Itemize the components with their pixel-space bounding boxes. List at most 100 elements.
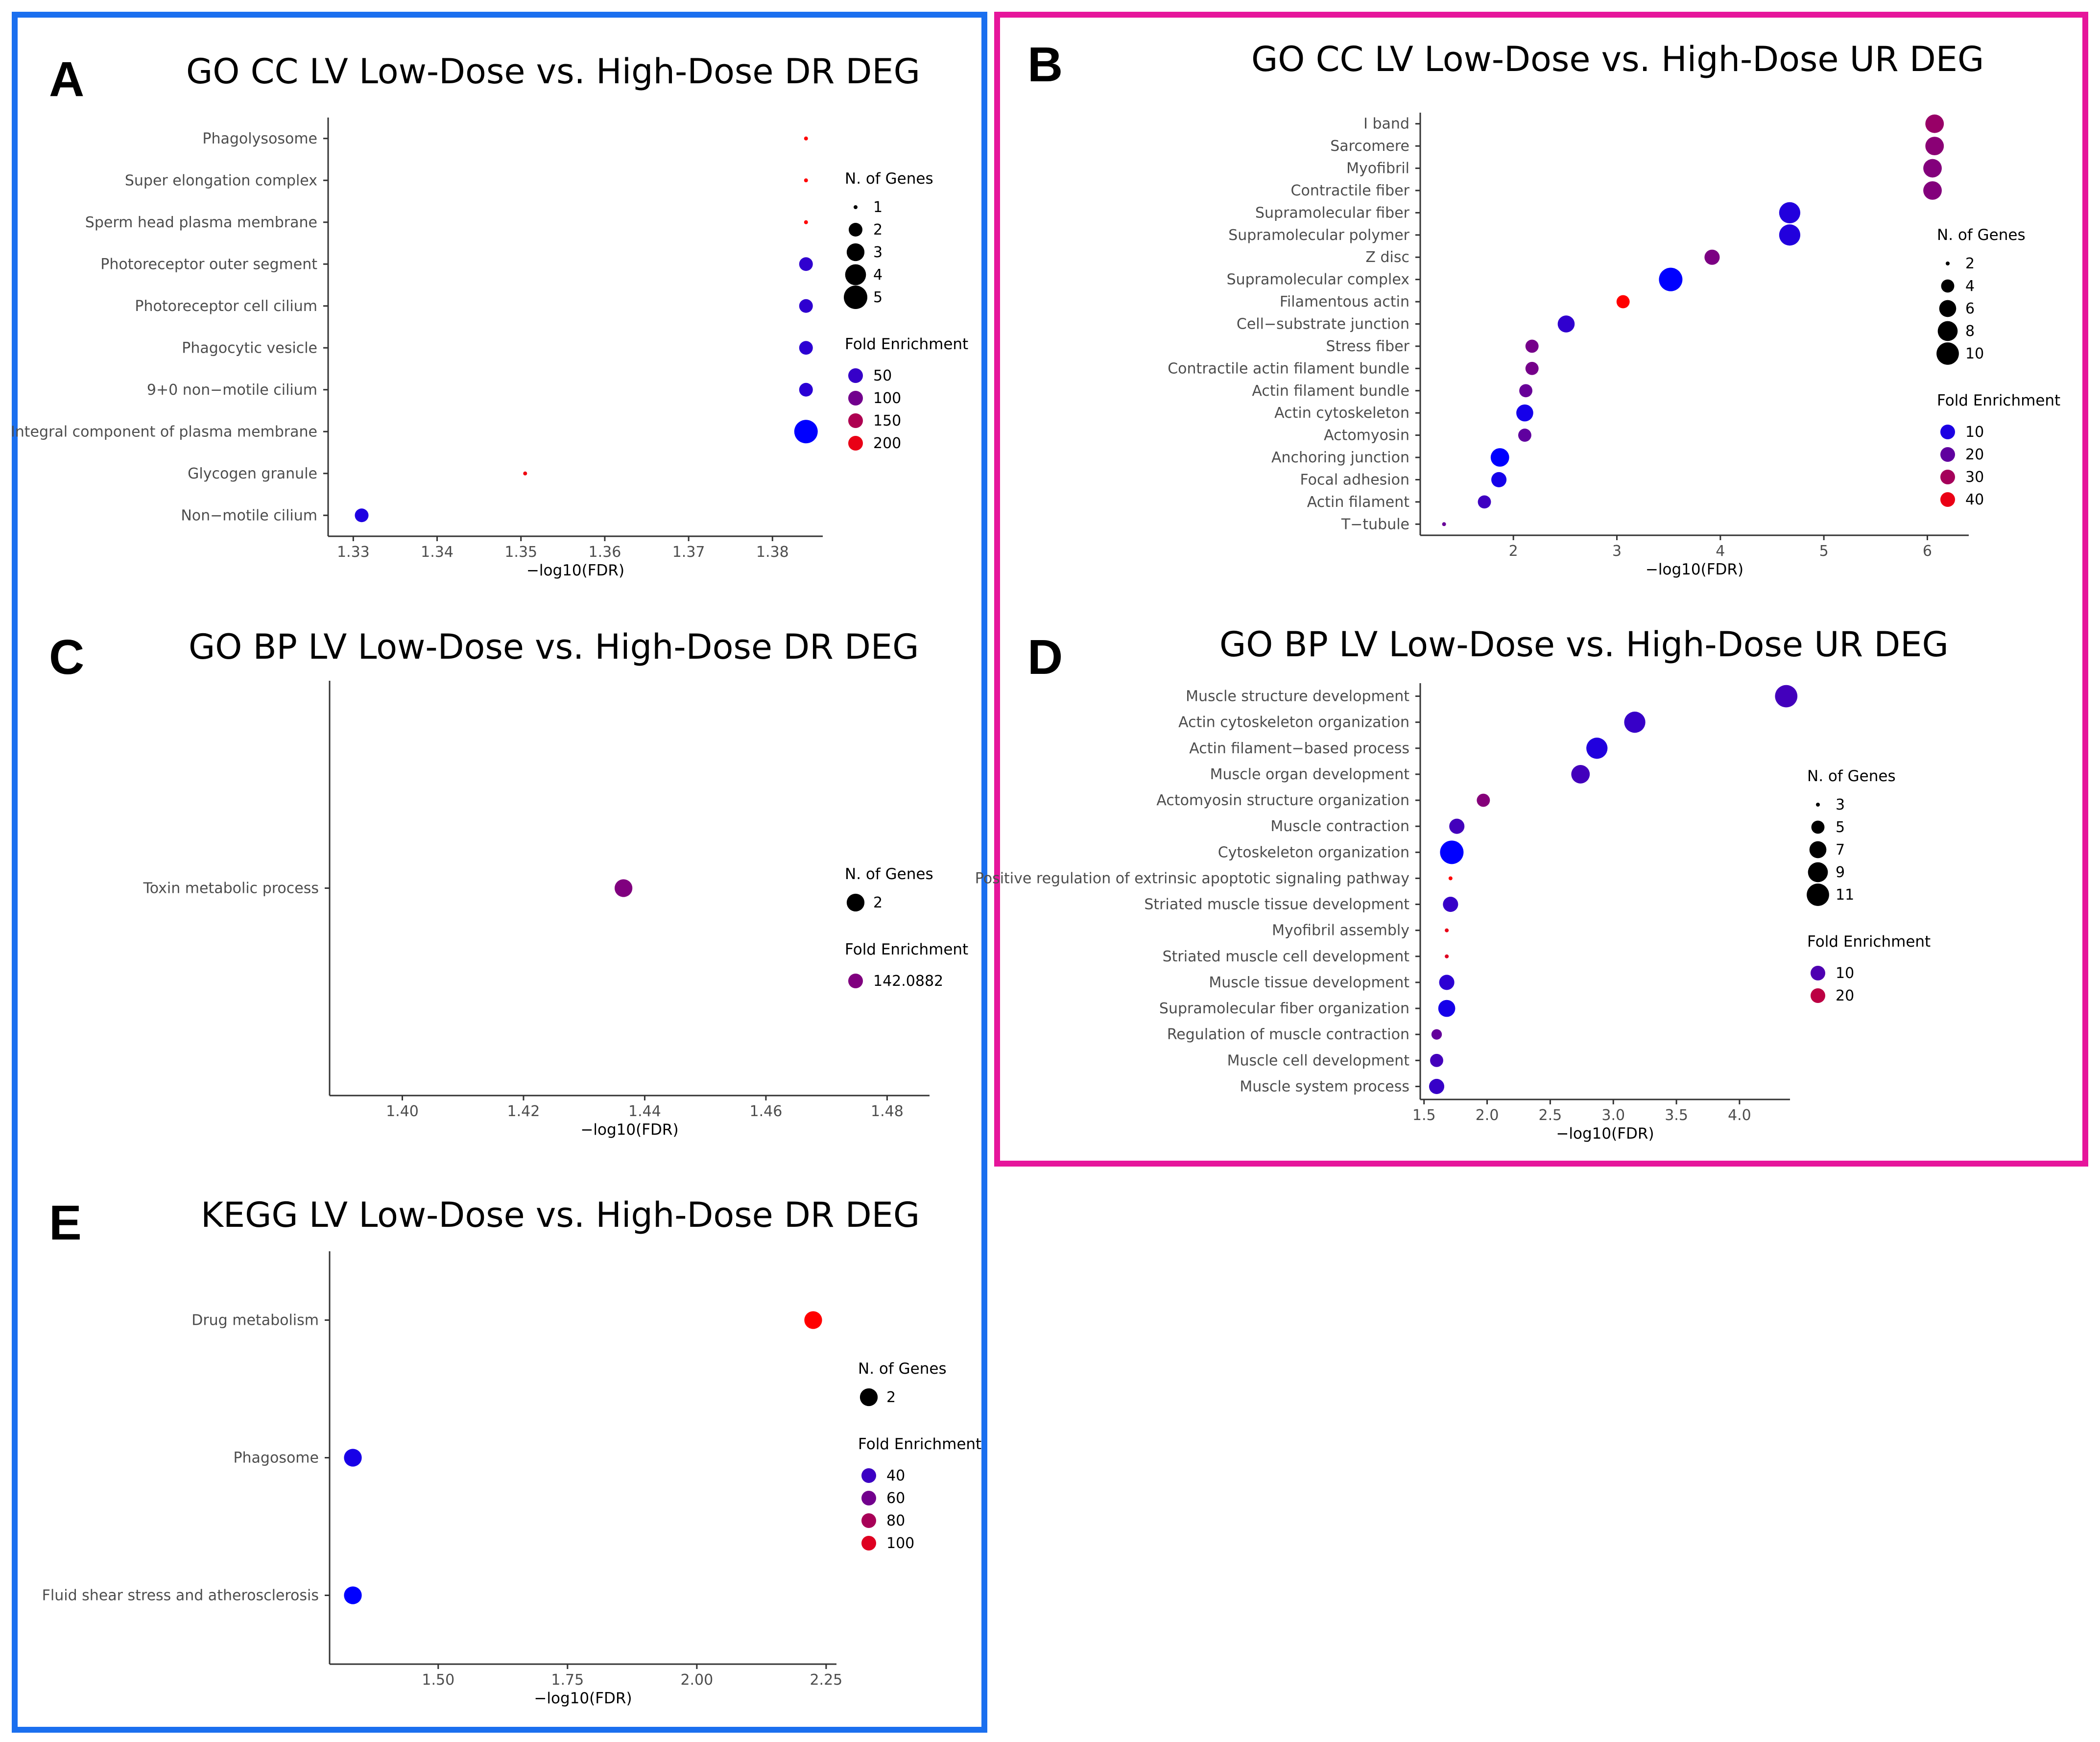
- panel-group-dr-frame: [12, 12, 987, 1733]
- y-tick-label: Supramolecular fiber: [1255, 204, 1410, 221]
- data-point: [1775, 685, 1798, 708]
- y-tick-label: Super elongation complex: [125, 172, 317, 189]
- y-tick-label: Toxin metabolic process: [143, 880, 319, 897]
- data-point: [1440, 840, 1464, 864]
- data-point: [1925, 114, 1944, 133]
- y-tick-label: Supramolecular fiber organization: [1159, 1000, 1409, 1017]
- x-tick-label: 1.46: [750, 1103, 783, 1120]
- x-tick-label: 1.38: [756, 544, 789, 561]
- size-legend-key: [1816, 803, 1820, 807]
- size-legend-label: 5: [873, 289, 883, 306]
- y-tick-label: Actin filament: [1307, 494, 1409, 511]
- x-tick-label: 1.42: [507, 1103, 540, 1120]
- data-point: [1586, 738, 1608, 759]
- size-legend-key: [1946, 262, 1950, 265]
- size-legend-key: [1807, 883, 1829, 906]
- y-tick-label: Actin filament bundle: [1252, 382, 1409, 400]
- data-point: [1445, 954, 1449, 958]
- x-tick-label: 2.25: [810, 1671, 842, 1689]
- y-tick-label: Focal adhesion: [1300, 471, 1409, 488]
- y-tick-label: Positive regulation of extrinsic apoptot…: [975, 870, 1409, 887]
- color-legend-label: 60: [886, 1490, 905, 1507]
- y-tick-label: Supramolecular complex: [1227, 271, 1409, 288]
- y-tick-label: Phagosome: [233, 1450, 319, 1467]
- color-legend-key: [861, 1468, 876, 1483]
- y-tick-label: Striated muscle cell development: [1163, 948, 1410, 965]
- color-legend-label: 40: [886, 1467, 905, 1484]
- color-legend-key: [861, 1513, 876, 1528]
- panel-group-ur-frame: [994, 12, 2088, 1167]
- x-axis-title: −log10(FDR): [534, 1690, 632, 1707]
- y-tick-label: Muscle tissue development: [1209, 974, 1409, 991]
- data-point: [1442, 522, 1446, 526]
- x-tick-label: 1.5: [1412, 1107, 1436, 1124]
- panel-letter-d: D: [1027, 630, 1063, 685]
- data-point: [1516, 404, 1533, 422]
- data-point: [1430, 1053, 1443, 1067]
- color-legend-key: [1940, 447, 1955, 462]
- color-legend-title: Fold Enrichment: [845, 335, 968, 353]
- data-point: [1779, 202, 1801, 224]
- y-tick-label: Contractile fiber: [1291, 182, 1410, 199]
- data-point: [1438, 1000, 1456, 1017]
- x-tick-label: 1.36: [589, 544, 621, 561]
- color-legend-key: [848, 368, 863, 383]
- color-legend-label: 200: [873, 435, 901, 452]
- panel-title-d: GO BP LV Low-Dose vs. High-Dose UR DEG: [1219, 624, 1949, 665]
- panel-letter-e: E: [49, 1195, 82, 1250]
- size-legend-label: 11: [1836, 886, 1854, 904]
- x-tick-label: 1.44: [628, 1103, 661, 1120]
- size-legend-label: 2: [886, 1389, 896, 1406]
- size-legend-label: 10: [1965, 345, 1984, 362]
- panel-title-b: GO CC LV Low-Dose vs. High-Dose UR DEG: [1251, 39, 1984, 79]
- size-legend-label: 3: [873, 244, 883, 261]
- y-tick-label: Fluid shear stress and atherosclerosis: [42, 1587, 319, 1604]
- color-legend-key: [848, 436, 863, 451]
- y-tick-label: Muscle cell development: [1227, 1052, 1410, 1069]
- color-legend-title: Fold Enrichment: [858, 1435, 981, 1453]
- data-point: [1571, 765, 1590, 784]
- data-point: [355, 508, 369, 523]
- y-tick-label: Contractile actin filament bundle: [1168, 360, 1409, 377]
- data-point: [523, 471, 527, 476]
- y-tick-label: Phagolysosome: [202, 130, 317, 147]
- data-point: [799, 257, 813, 271]
- size-legend-title: N. of Genes: [1807, 767, 1896, 785]
- color-legend-title: Fold Enrichment: [845, 941, 968, 958]
- data-point: [1518, 429, 1531, 442]
- data-point: [1431, 1029, 1442, 1040]
- data-point: [1448, 876, 1453, 881]
- size-legend-label: 6: [1965, 300, 1975, 317]
- y-tick-label: Photoreceptor cell cilium: [135, 298, 317, 315]
- data-point: [1616, 295, 1630, 309]
- data-point: [1478, 495, 1491, 509]
- y-tick-label: Muscle structure development: [1186, 688, 1409, 705]
- data-point: [1704, 249, 1720, 265]
- y-tick-label: Stress fiber: [1326, 338, 1410, 355]
- x-tick-label: 2.00: [680, 1671, 713, 1689]
- data-point: [1923, 159, 1942, 178]
- panel-title-c: GO BP LV Low-Dose vs. High-Dose DR DEG: [189, 627, 919, 667]
- size-legend-key: [846, 243, 865, 262]
- x-tick-label: 1.75: [551, 1671, 584, 1689]
- size-legend-label: 9: [1836, 864, 1845, 881]
- x-tick-label: 4: [1716, 543, 1725, 560]
- y-tick-label: Actin cytoskeleton organization: [1178, 714, 1409, 731]
- x-tick-label: 5: [1819, 543, 1829, 560]
- size-legend-title: N. of Genes: [845, 170, 933, 188]
- color-legend-key: [1940, 492, 1955, 507]
- data-point: [1439, 975, 1455, 990]
- color-legend-label: 30: [1965, 469, 1984, 486]
- y-tick-label: Actomyosin structure organization: [1156, 792, 1409, 809]
- data-point: [1779, 224, 1801, 246]
- data-point: [804, 178, 808, 183]
- x-tick-label: 1.48: [871, 1103, 904, 1120]
- y-tick-label: Myofibril assembly: [1272, 922, 1409, 939]
- size-legend-title: N. of Genes: [858, 1360, 947, 1378]
- x-axis-title: −log10(FDR): [526, 562, 624, 579]
- x-tick-label: 4.0: [1728, 1107, 1751, 1124]
- size-legend-label: 5: [1836, 819, 1845, 836]
